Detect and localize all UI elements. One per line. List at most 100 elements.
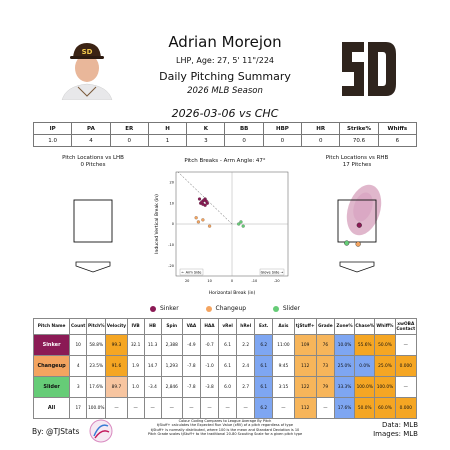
sinker-point — [197, 197, 202, 201]
summary-value: 4 — [71, 134, 111, 147]
stats-cell: 55.6% — [354, 334, 376, 356]
arm-side-label: ← Arm Side — [182, 271, 202, 275]
stats-cell: — — [394, 334, 418, 356]
report-title: Daily Pitching Summary — [159, 70, 291, 83]
stats-header: vRel — [218, 318, 238, 335]
arm-angle-line — [177, 171, 233, 225]
stats-cell: 91.6 — [105, 355, 128, 377]
lhb-panel-title: Pitch Locations vs LHB 0 Pitches — [38, 155, 148, 169]
slider-point — [241, 224, 245, 228]
summary-value: 6 — [377, 134, 418, 147]
stats-cell: 11:00 — [272, 334, 295, 356]
stats-cell: — — [126, 397, 145, 419]
stats-cell: 100.0% — [374, 376, 396, 398]
stats-cell: — — [105, 397, 128, 419]
stats-cell: 6.1 — [254, 355, 274, 377]
stats-cell: 109 — [293, 334, 317, 356]
images-credit: Images: MLB — [373, 430, 418, 438]
stats-header: Count — [69, 318, 88, 335]
stats-header: Pitch Name — [32, 318, 71, 335]
home-plate — [339, 261, 375, 273]
stats-header: Zone% — [333, 318, 356, 335]
stats-header: Ext. — [254, 318, 274, 335]
glove-side-label: Glove Side → — [261, 271, 284, 275]
stats-cell: 11.3 — [143, 334, 162, 356]
breaks-x-ticks: 20 10 0 -10 -20 — [185, 279, 280, 283]
pitch-legend: Sinker Changeup Slider — [150, 305, 300, 312]
summary-value: 70.6 — [339, 134, 379, 147]
stats-row: Sinker 10 58.8% 99.3 32.1 11.3 2,388 -4.9 -0.7 6.… — [32, 334, 418, 356]
stats-row: Changeup 4 23.5% 91.6 1.9 14.7 1,293 -7.8 -1.0 6.… — [32, 355, 418, 377]
stats-cell: 50.0% — [354, 397, 376, 419]
note-line: Colour Coding Compares to League Average… — [178, 419, 272, 423]
y-axis-label: Induced Vertical Break (in) — [154, 194, 160, 254]
legend-sinker: Sinker — [150, 305, 179, 312]
lhb-title: Pitch Locations vs LHB — [62, 155, 124, 161]
sinker-point — [200, 200, 204, 204]
tjstats-logo-icon — [88, 418, 114, 444]
stats-cell: 10 — [69, 334, 88, 356]
legend-slider: Slider — [272, 305, 300, 312]
summary-header: Whiffs — [377, 122, 418, 135]
byline: By: @TJStats — [32, 427, 80, 436]
stats-cell: 112 — [293, 355, 317, 377]
changeup-point — [194, 216, 198, 220]
legend-swatch — [205, 305, 212, 312]
x-tick-label: 10 — [207, 279, 211, 283]
x-axis-label: Horizontal Break (in) — [209, 290, 256, 296]
stats-header: VAA — [181, 318, 201, 335]
season-label: 2026 MLB Season — [187, 86, 263, 96]
x-tick-label: -10 — [252, 279, 258, 283]
summary-header: H — [147, 122, 188, 135]
stats-cell: 79 — [315, 376, 335, 398]
stats-cell: 2.7 — [236, 376, 256, 398]
stats-cell: 1.0 — [126, 376, 145, 398]
stats-cell: 32.1 — [126, 334, 145, 356]
game-summary-table: IP PA ER H K BB HBP HR Strike% Whiffs 1.… — [32, 122, 418, 147]
rhb-count: 17 Pitches — [342, 162, 372, 168]
legend-swatch — [150, 305, 156, 312]
stats-cell: 17 — [69, 397, 88, 419]
arm-side-box — [179, 268, 204, 276]
headshot: SD — [58, 38, 116, 101]
summary-value-row: 1.0 4 0 1 3 0 0 0 70.6 6 — [32, 134, 418, 147]
stats-cell: 122 — [293, 376, 317, 398]
stats-cell: -3.4 — [143, 376, 162, 398]
stats-cell: 4 — [69, 355, 88, 377]
stats-cell: 10.0% — [333, 334, 356, 356]
stats-cell: 99.3 — [105, 334, 128, 356]
changeup-point — [201, 218, 205, 222]
stats-cell: 1,293 — [160, 355, 183, 377]
x-tick-label: 0 — [231, 279, 233, 283]
stats-cell: 6.1 — [218, 334, 238, 356]
stats-cell: 2,846 — [160, 376, 183, 398]
stats-cell: — — [315, 397, 335, 419]
summary-value: 0 — [262, 134, 303, 147]
stats-cell: — — [394, 376, 418, 398]
stats-cell: 6.2 — [254, 334, 274, 356]
stats-cell: 33.3% — [333, 376, 356, 398]
stats-cell: — — [181, 397, 201, 419]
stats-cell: 0.0% — [354, 355, 376, 377]
stats-cell: 58.8% — [86, 334, 107, 356]
legend-label: Slider — [282, 305, 300, 312]
summary-header: K — [186, 122, 226, 135]
game-title: 2026-03-06 vs CHC — [171, 107, 279, 120]
stats-cell: 25.0% — [374, 355, 396, 377]
x-tick-label: 20 — [185, 279, 189, 283]
y-tick-label: -20 — [168, 264, 174, 268]
summary-value: 0 — [224, 134, 264, 147]
note-line: tjStuff+ is normally distributed, where … — [150, 427, 300, 432]
rhb-points — [344, 222, 362, 247]
rhb-panel-title: Pitch Locations vs RHB 17 Pitches — [302, 155, 412, 169]
strike-zone — [73, 199, 113, 243]
stats-cell: 6.2 — [254, 397, 274, 419]
svg-text:SD: SD — [82, 48, 93, 56]
stats-cell: — — [236, 397, 256, 419]
stats-cell: 6.0 — [218, 376, 238, 398]
stats-cell: 17.6% — [86, 376, 107, 398]
stats-header: Grade — [315, 318, 335, 335]
stats-header: HAA — [199, 318, 220, 335]
stats-cell: -0.7 — [199, 334, 220, 356]
summary-value: 1.0 — [32, 134, 73, 147]
